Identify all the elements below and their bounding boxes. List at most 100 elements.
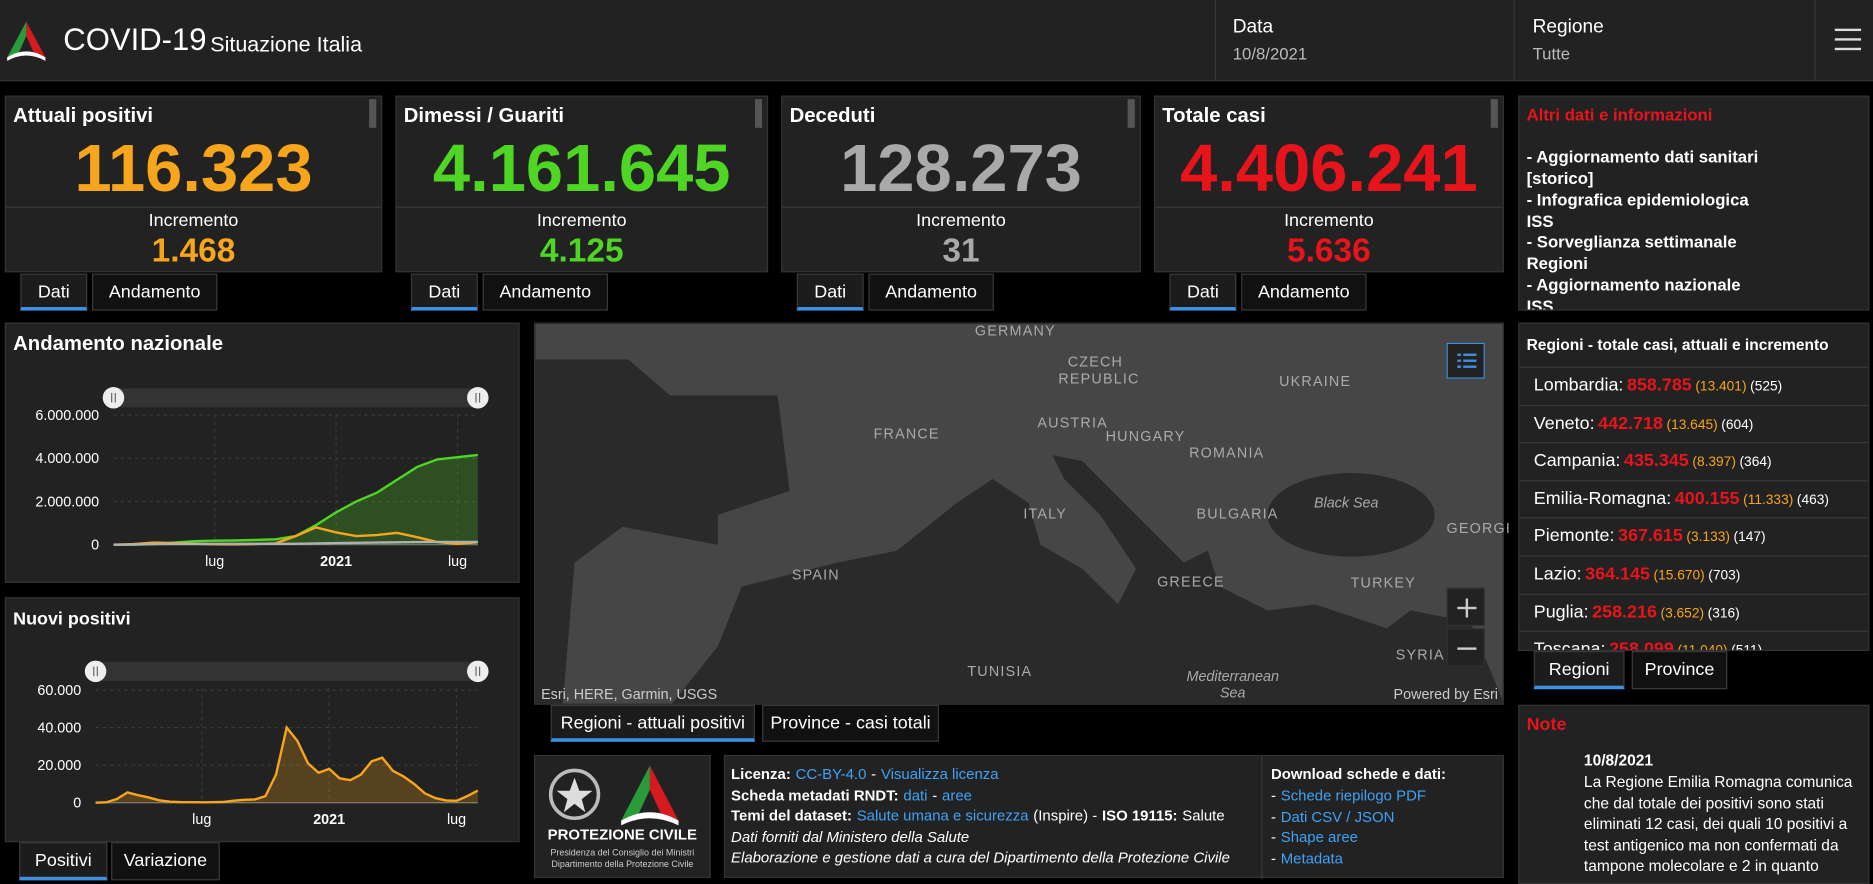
- map-label: CZECH REPUBLIC: [1058, 353, 1140, 388]
- footer-text: -: [871, 765, 877, 783]
- tab[interactable]: Dati: [1169, 273, 1237, 311]
- y-tick-label: 6.000.000: [35, 408, 99, 424]
- map-label: UKRAINE: [1279, 372, 1352, 390]
- tab[interactable]: Regioni: [1533, 651, 1625, 690]
- zoom-in[interactable]: [1446, 587, 1485, 626]
- logo-white: [7, 51, 46, 61]
- logo-green: [7, 21, 27, 58]
- footer-text[interactable]: Dati CSV / JSON: [1280, 808, 1395, 825]
- map-attribution: Esri, HERE, Garmin, USGS: [541, 685, 718, 703]
- slider-handle[interactable]: [102, 387, 125, 409]
- tab[interactable]: Andamento: [868, 273, 994, 311]
- tab[interactable]: Dati: [410, 273, 478, 311]
- footer-line: Licenza: CC-BY-4.0- Visualizza licenza: [731, 766, 1257, 788]
- slider-handle[interactable]: [467, 660, 489, 683]
- region-row[interactable]: Lazio: 364.145 (15.670) (703): [1519, 555, 1869, 593]
- region-row[interactable]: Puglia: 258.216 (3.652) (316): [1519, 593, 1869, 631]
- footer-text[interactable]: Schede riepilogo PDF: [1280, 787, 1426, 804]
- footer-text: -: [932, 786, 938, 804]
- slider-handle[interactable]: [84, 660, 107, 683]
- region-row[interactable]: Emilia-Romagna: 400.155 (11.333) (463): [1519, 479, 1869, 518]
- icon-bar: [1463, 365, 1477, 368]
- info-link[interactable]: - Aggiornamento dati sanitari [storico]: [1526, 146, 1759, 188]
- region-row[interactable]: Veneto: 442.718 (13.645) (604): [1519, 404, 1869, 442]
- footer-line: Temi del dataset: Salute umana e sicurezz…: [731, 808, 1257, 830]
- card-divider: [5, 206, 382, 208]
- footer-text: -: [1270, 829, 1276, 846]
- footer-text[interactable]: Shape aree: [1280, 829, 1358, 846]
- region-total: 400.155: [1674, 488, 1740, 509]
- map[interactable]: [533, 322, 1504, 705]
- info-link[interactable]: - Sorveglianza settimanale Regioni: [1526, 231, 1737, 273]
- series-area-fill: [95, 727, 478, 803]
- footer-logo: PROTEZIONE CIVILE Presidenza del Consigli…: [533, 754, 711, 878]
- region-row[interactable]: Lombardia: 858.785 (13.401) (525): [1519, 366, 1869, 405]
- info-link[interactable]: - Aggiornamento nazionale ISS: [1526, 274, 1741, 311]
- info-link[interactable]: - Infografica epidemiologica ISS: [1526, 189, 1749, 230]
- region-label: Regione: [1532, 16, 1604, 38]
- card-title: Dimessi / Guariti: [403, 103, 565, 127]
- tab[interactable]: Dati: [796, 273, 864, 311]
- legend-button[interactable]: [1446, 342, 1485, 379]
- region-row[interactable]: Toscana:258.099(11.040) (511): [1519, 630, 1869, 652]
- y-tick-label: 20.000: [37, 758, 81, 774]
- increment-label: Incremento: [916, 210, 1006, 231]
- divider: [1513, 0, 1515, 82]
- tab[interactable]: Variazione: [111, 842, 220, 881]
- map-label: FRANCE: [873, 425, 940, 442]
- tab[interactable]: Andamento: [91, 273, 218, 311]
- tab[interactable]: Andamento: [1241, 273, 1367, 311]
- tab[interactable]: Province: [1631, 651, 1728, 690]
- card-title: Attuali positivi: [13, 103, 154, 127]
- app-subtitle: Situazione Italia: [210, 32, 363, 57]
- series-line: [113, 540, 478, 546]
- x-tick-label: 2021: [320, 554, 352, 570]
- logo: [7, 21, 46, 61]
- note-title: Note: [1526, 714, 1567, 735]
- tab[interactable]: Dati: [20, 273, 88, 311]
- tab[interactable]: Andamento: [482, 273, 609, 311]
- footer-info: Licenza: CC-BY-4.0- Visualizza licenza Sche…: [723, 754, 1504, 880]
- increment-label: Incremento: [1284, 210, 1374, 231]
- map-label: ITALY: [1023, 505, 1068, 523]
- footer-text[interactable]: Salute umana e sicurezza: [856, 807, 1029, 825]
- footer-text[interactable]: Visualizza licenza: [880, 765, 999, 783]
- range-slider: [113, 388, 478, 408]
- footer-line: - Dati CSV / JSON: [1271, 808, 1797, 830]
- region-current: (11.333): [1743, 493, 1794, 508]
- card: Attuali positivi 116.323 Incremento 1.468: [4, 95, 383, 273]
- region-total: 435.345: [1624, 450, 1689, 471]
- footer-text[interactable]: CC-BY-4.0: [795, 765, 867, 783]
- zoom-out[interactable]: [1446, 628, 1485, 667]
- map-powered: Powered by Esri: [1393, 685, 1498, 703]
- region-name: Toscana:: [1533, 639, 1606, 652]
- region-increment: (703): [1708, 568, 1741, 583]
- info-title: Altri dati e informazioni: [1526, 105, 1713, 125]
- scrollbar: [1490, 99, 1498, 128]
- card-value: 4.161.645: [432, 130, 731, 206]
- footer-text: Licenza:: [731, 765, 791, 783]
- slider-handle[interactable]: [467, 387, 489, 409]
- region-increment: (525): [1750, 379, 1783, 395]
- footer-text: Temi del dataset:: [731, 807, 852, 825]
- card-value: 116.323: [74, 130, 313, 206]
- region-name: Emilia-Romagna:: [1533, 488, 1672, 509]
- region-increment: (147): [1733, 530, 1766, 546]
- region-row[interactable]: Campania: 435.345 (8.397) (364): [1519, 442, 1869, 480]
- region-current: (15.670): [1653, 568, 1705, 583]
- menu-button[interactable]: [1834, 26, 1862, 52]
- tab[interactable]: Positivi: [19, 842, 108, 881]
- x-tick-label: lug: [205, 554, 224, 570]
- tab[interactable]: Province - casi totali: [762, 704, 939, 742]
- region-name: Lombardia:: [1533, 375, 1624, 396]
- x-tick-label: lug: [192, 812, 211, 828]
- region-current: (8.397): [1692, 455, 1736, 470]
- region-row[interactable]: Piemonte: 367.615 (3.133) (147): [1519, 517, 1869, 556]
- tab[interactable]: Regioni - attuali positivi: [550, 704, 755, 742]
- scrollbar: [754, 99, 763, 128]
- footer-text[interactable]: Metadata: [1280, 850, 1343, 867]
- footer-text[interactable]: aree: [942, 786, 972, 804]
- region-value[interactable]: Tutte: [1532, 44, 1571, 64]
- footer-text[interactable]: dati: [903, 786, 928, 804]
- icon-bar: [1457, 359, 1461, 362]
